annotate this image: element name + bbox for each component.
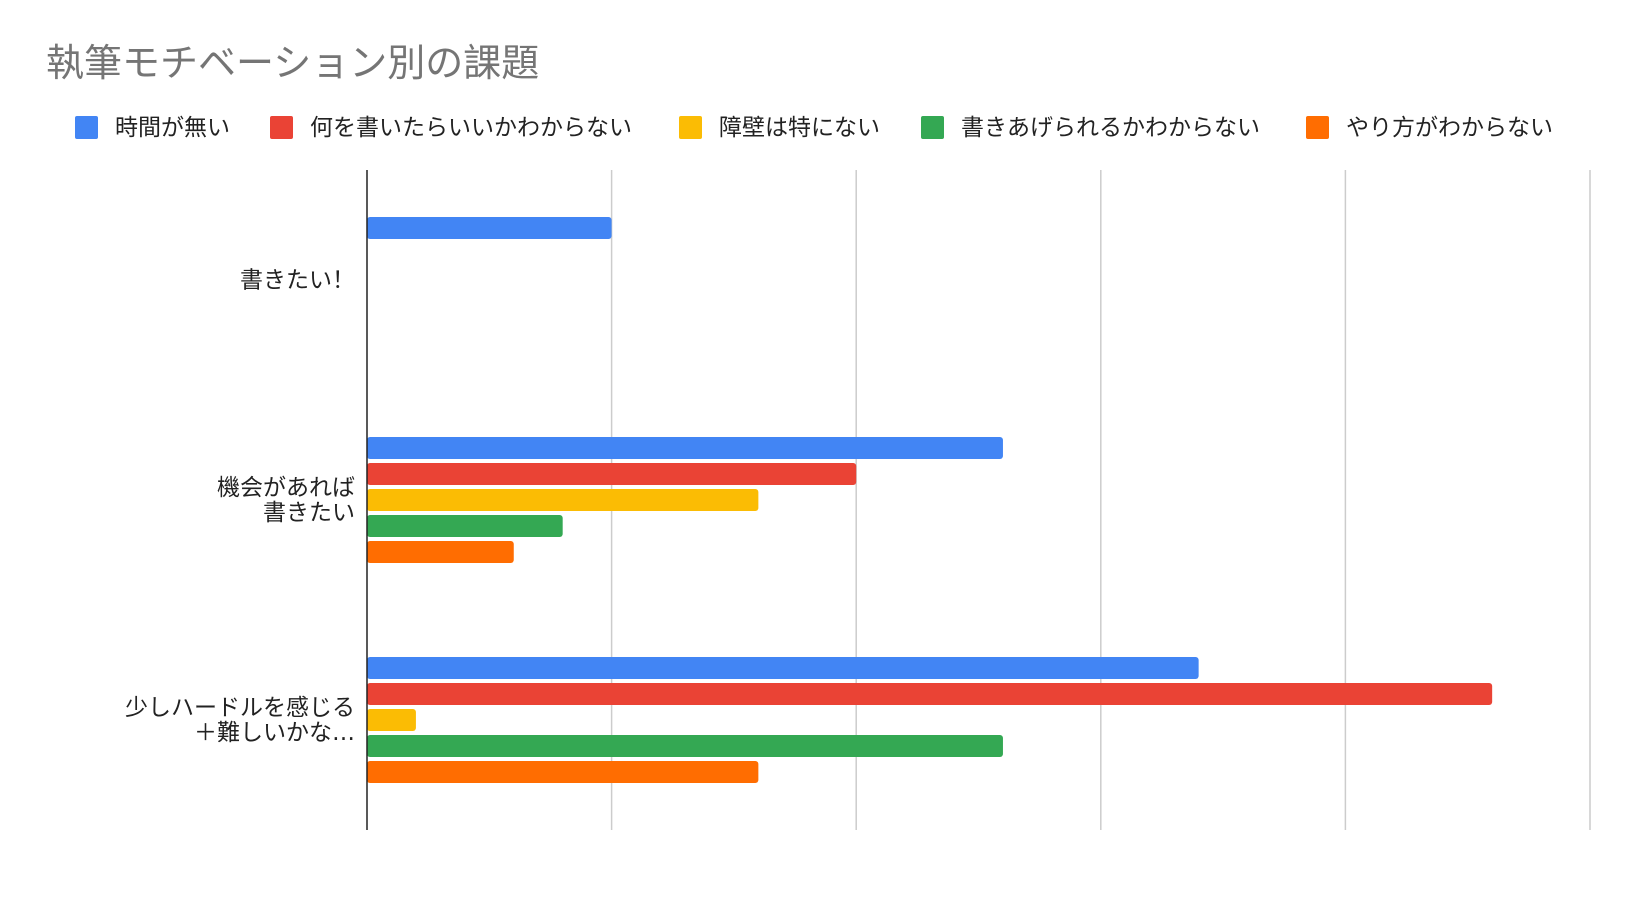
bars [367, 217, 1493, 783]
chart-title: 執筆モチベーション別の課題 [46, 41, 539, 85]
legend-label: 時間が無い [115, 115, 230, 141]
legend-label: やり方がわからない [1346, 115, 1553, 141]
legend-swatch [1306, 116, 1329, 139]
category-label: 機会があれば [217, 475, 355, 501]
bar [367, 515, 563, 537]
bar [367, 463, 857, 485]
category-label: 書きたい [263, 500, 355, 526]
category-labels: 書きたい！ 機会があれば書きたい少しハードルを感じる＋難しいかな… [125, 268, 355, 747]
bar [367, 541, 514, 563]
category-label: 少しハードルを感じる [125, 695, 355, 721]
bar [367, 489, 759, 511]
bar [367, 683, 1493, 705]
legend-swatch [921, 116, 944, 139]
bar [367, 761, 759, 783]
legend-swatch [270, 116, 293, 139]
legend-label: 何を書いたらいいかわからない [310, 115, 632, 141]
legend-swatch [679, 116, 702, 139]
category-label: ＋難しいかな… [194, 720, 355, 746]
bar [367, 735, 1003, 757]
legend-label: 障壁は特にない [719, 115, 880, 141]
bar [367, 437, 1003, 459]
legend: 時間が無い 何を書いたらいいかわからない 障壁は特にない 書きあげられるかわからない や… [75, 115, 1553, 141]
bar [367, 709, 416, 731]
legend-swatch [75, 116, 98, 139]
category-label: 書きたい！ [240, 268, 355, 294]
bar [367, 657, 1199, 679]
legend-label: 書きあげられるかわからない [961, 115, 1260, 141]
bar [367, 217, 612, 239]
